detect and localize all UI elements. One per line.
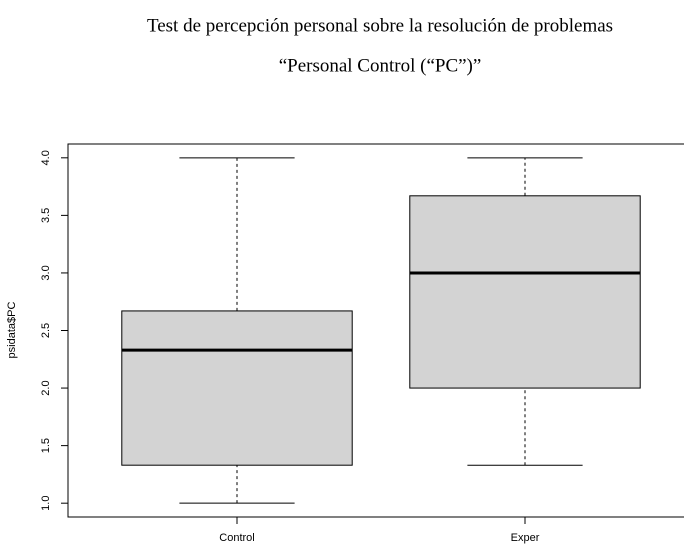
box <box>409 195 641 389</box>
y-axis-label: psidata$PC <box>6 302 18 359</box>
x-tick-label: Control <box>219 532 254 544</box>
chart-title: Test de percepción personal sobre la res… <box>147 15 613 36</box>
y-tick-label: 1.5 <box>40 438 52 453</box>
y-tick-label: 3.0 <box>40 265 52 280</box>
y-tick-label: 3.5 <box>40 208 52 223</box>
chart-subtitle: “Personal Control (“PC”)” <box>279 55 482 76</box>
box <box>121 310 353 466</box>
y-tick-label: 1.0 <box>40 496 52 511</box>
x-tick-label: Exper <box>511 532 540 544</box>
y-tick-label: 2.5 <box>40 323 52 338</box>
y-tick-label: 4.0 <box>40 150 52 165</box>
y-tick-label: 2.0 <box>40 380 52 395</box>
